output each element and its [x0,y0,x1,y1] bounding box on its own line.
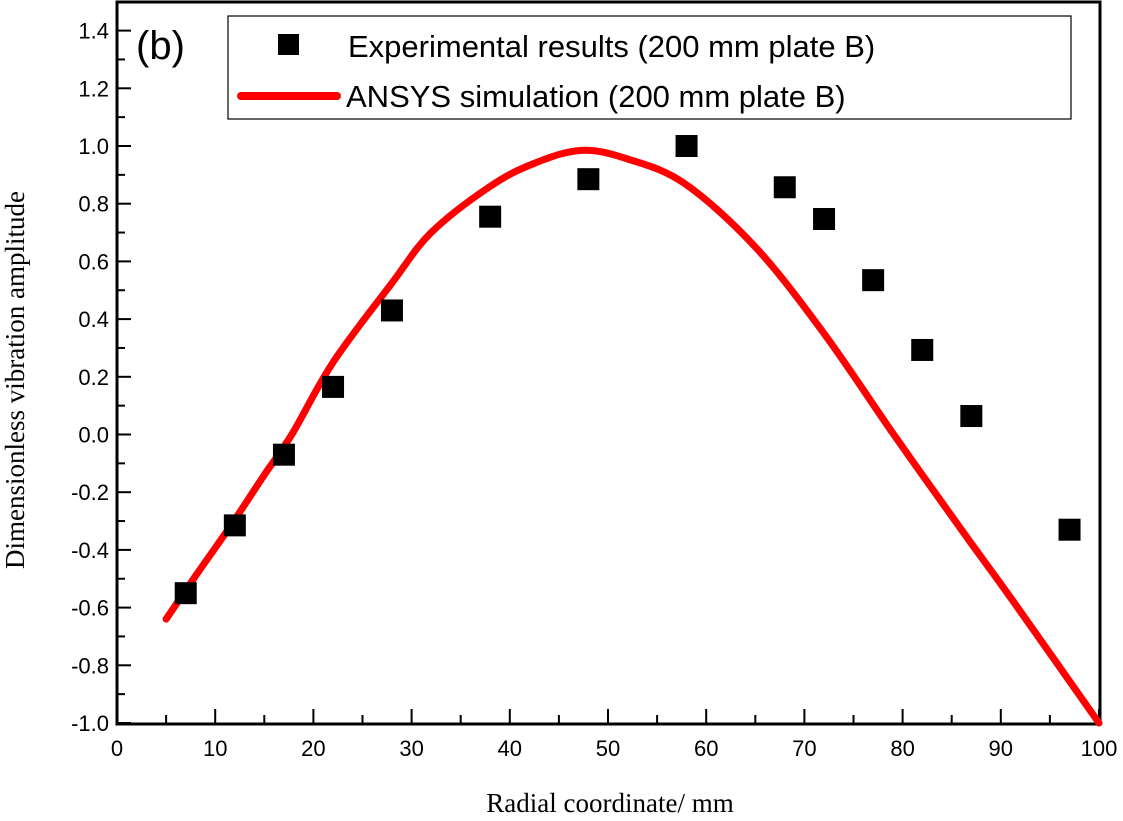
x-tick-label: 60 [694,736,718,761]
experimental-point [380,299,403,322]
simulation-line [162,146,1103,727]
y-tick-label: 0.8 [78,192,109,217]
x-tick-label: 20 [301,736,325,761]
y-tick-label: -0.6 [71,596,109,621]
x-tick-label: 40 [498,736,522,761]
panel-label: (b) [136,24,185,68]
y-tick-label: 0.0 [78,423,109,448]
y-tick-label: -0.8 [71,653,109,678]
y-tick-label: -1.0 [71,711,109,736]
x-tick-label: 90 [989,736,1013,761]
experimental-point [960,405,983,428]
experimental-point [813,207,836,230]
y-tick-label: 1.2 [78,76,109,101]
experimental-point [1058,518,1081,541]
y-tick-label: 1.0 [78,134,109,159]
x-axis: 0 10 20 30 40 50 60 70 80 90 100 [111,709,1117,761]
y-tick-label: 0.4 [78,307,109,332]
x-axis-title: Radial coordinate/ mm [486,788,733,818]
legend-label-simulation: ANSYS simulation (200 mm plate B) [346,79,846,114]
experimental-point [675,135,698,157]
experimental-point [577,168,600,191]
x-tick-label: 70 [792,736,816,761]
x-tick-label: 50 [596,736,620,761]
legend-box [227,15,1072,120]
experimental-point [174,582,197,605]
y-tick-label: 0.2 [78,365,109,390]
x-tick-label: 0 [111,736,123,761]
legend: Experimental results (200 mm plate B) AN… [227,15,1072,120]
x-tick-label: 30 [399,736,423,761]
experimental-point [322,375,345,398]
legend-label-experimental: Experimental results (200 mm plate B) [348,29,875,64]
legend-marker-square [278,34,299,55]
x-tick-label: 10 [203,736,227,761]
y-axis: -1.0 -0.8 -0.6 -0.4 -0.2 0.0 0.2 0.4 0.6 0.8 1.0 1.… [71,19,131,736]
x-tick-label: 100 [1081,736,1118,761]
experimental-point [479,205,502,228]
experimental-point [862,269,885,292]
x-tick-label: 80 [890,736,914,761]
experimental-series [174,135,1081,605]
plot-frame [115,0,1102,726]
y-axis-title: Dimensionless vibration amplitude [0,191,30,569]
y-tick-label: 1.4 [78,19,109,44]
y-tick-label: -0.2 [71,480,109,505]
simulation-series [162,146,1103,727]
y-tick-label: -0.4 [71,538,109,563]
experimental-point [272,443,295,466]
y-tick-label: 0.6 [78,249,109,274]
experimental-point [911,338,934,361]
experimental-point [773,176,796,199]
experimental-point [223,514,246,537]
